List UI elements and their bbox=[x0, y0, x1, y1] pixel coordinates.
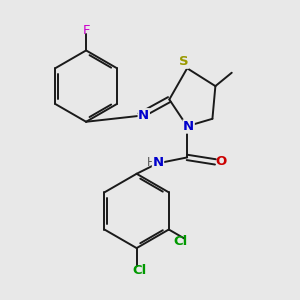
Text: N: N bbox=[138, 109, 149, 122]
Text: Cl: Cl bbox=[133, 264, 147, 277]
Text: Cl: Cl bbox=[173, 236, 187, 248]
Text: H: H bbox=[146, 156, 155, 169]
Text: N: N bbox=[152, 156, 164, 169]
Text: O: O bbox=[216, 155, 227, 168]
Text: S: S bbox=[179, 55, 188, 68]
Text: F: F bbox=[82, 24, 90, 37]
Text: N: N bbox=[183, 120, 194, 133]
